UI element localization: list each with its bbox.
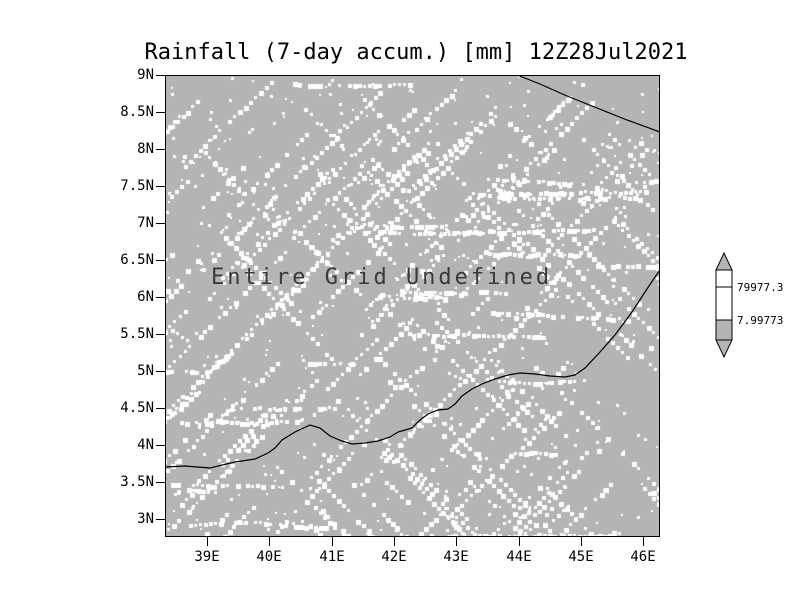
x-tick-label: 46E [630,549,656,565]
y-tick-label: 5N [137,363,154,379]
x-tick-mark [643,537,644,546]
x-tick-label: 42E [381,549,407,565]
y-tick-mark [156,260,165,261]
y-tick-label: 5.5N [120,326,154,342]
y-tick-mark [156,112,165,113]
y-tick-label: 6.5N [120,252,154,268]
colorbar [715,251,733,359]
y-tick-mark [156,334,165,335]
x-tick-mark [394,537,395,546]
y-tick-label: 4N [137,437,154,453]
colorbar-band-top [715,269,733,288]
y-tick-mark [156,186,165,187]
coastline-northeast [516,75,660,133]
y-tick-mark [156,149,165,150]
colorbar-band-bottom [715,319,733,341]
plot-frame [165,75,660,537]
y-tick-mark [156,75,165,76]
colorbar-band-middle [715,286,733,321]
plot-area: Entire Grid Undefined [165,75,660,537]
coastline-overlay [165,75,660,537]
y-tick-label: 7N [137,215,154,231]
y-tick-label: 6N [137,289,154,305]
coastline-main [165,269,660,469]
y-tick-label: 3N [137,511,154,527]
x-tick-mark [207,537,208,546]
x-tick-mark [581,537,582,546]
y-tick-label: 7.5N [120,178,154,194]
x-tick-mark [269,537,270,546]
x-tick-label: 40E [256,549,282,565]
colorbar-bottom-arrow [715,339,733,359]
x-tick-label: 39E [194,549,220,565]
y-tick-label: 4.5N [120,400,154,416]
x-tick-mark [332,537,333,546]
y-tick-mark [156,445,165,446]
x-tick-label: 41E [319,549,345,565]
y-tick-label: 8N [137,141,154,157]
x-tick-mark [456,537,457,546]
plot-title: Rainfall (7-day accum.) [mm] 12Z28Jul202… [144,40,688,65]
y-tick-mark [156,371,165,372]
y-tick-mark [156,482,165,483]
y-tick-label: 9N [137,67,154,83]
y-tick-mark [156,297,165,298]
colorbar-min-label: 7.99773 [737,314,784,327]
colorbar-max-label: 79977.3 [737,281,784,294]
y-tick-mark [156,223,165,224]
y-tick-label: 8.5N [120,104,154,120]
x-tick-label: 43E [443,549,469,565]
colorbar-top-arrow [715,251,733,271]
y-tick-mark [156,408,165,409]
y-tick-label: 3.5N [120,474,154,490]
x-tick-label: 44E [506,549,532,565]
x-tick-mark [519,537,520,546]
undefined-grid-annotation: Entire Grid Undefined [211,265,553,290]
x-tick-label: 45E [568,549,594,565]
y-tick-mark [156,519,165,520]
